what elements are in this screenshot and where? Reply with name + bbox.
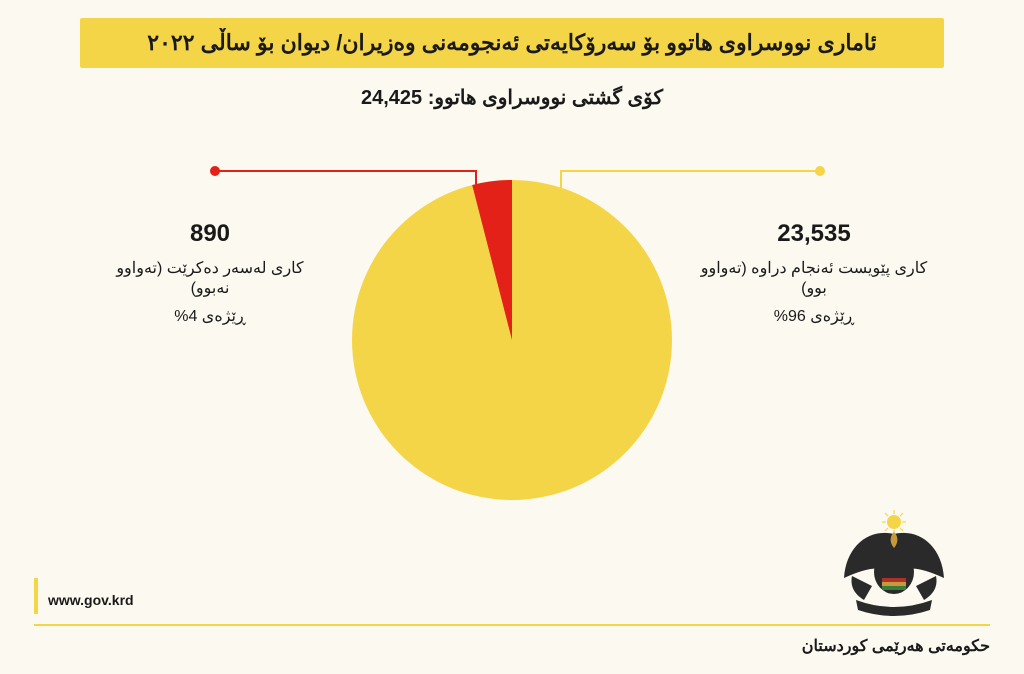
footer-divider bbox=[34, 624, 990, 626]
chart-area: 23,535 کاری پێویست ئەنجام دراوە (تەواوو … bbox=[0, 130, 1024, 550]
subtitle-value: 24,425 bbox=[361, 87, 422, 109]
subtitle-label: کۆی گشتی نووسراوی هاتوو: bbox=[428, 87, 663, 109]
pie-svg bbox=[352, 180, 672, 500]
label-pending-pct: ڕێژەی 4% bbox=[100, 306, 320, 326]
subtitle: کۆی گشتی نووسراوی هاتوو: 24,425 bbox=[0, 85, 1024, 110]
label-pending-desc: کاری لەسەر دەکرێت (تەواوو نەبوو) bbox=[100, 258, 320, 298]
emblem-svg bbox=[834, 508, 954, 618]
leader-dot-completed bbox=[815, 166, 825, 176]
label-pending: 890 کاری لەسەر دەکرێت (تەواوو نەبوو) ڕێژ… bbox=[100, 220, 320, 326]
leader-line-completed bbox=[560, 170, 820, 172]
label-completed-pct: ڕێژەی 96% bbox=[694, 306, 934, 326]
footer-accent-bar bbox=[34, 578, 38, 614]
leader-line-pending bbox=[215, 170, 477, 172]
footer-org: حکومەتی هەرێمی کوردستان bbox=[802, 636, 990, 656]
header-title: ئاماری نووسراوی هاتوو بۆ سەرۆکایەتی ئەنج… bbox=[147, 30, 876, 55]
header-title-bar: ئاماری نووسراوی هاتوو بۆ سەرۆکایەتی ئەنج… bbox=[80, 18, 944, 68]
website-url: www.gov.krd bbox=[48, 592, 134, 608]
label-completed-value: 23,535 bbox=[694, 220, 934, 248]
label-pending-value: 890 bbox=[100, 220, 320, 248]
label-completed: 23,535 کاری پێویست ئەنجام دراوە (تەواوو … bbox=[694, 220, 934, 326]
krg-emblem bbox=[834, 508, 954, 618]
leader-dot-pending bbox=[210, 166, 220, 176]
label-completed-desc: کاری پێویست ئەنجام دراوە (تەواوو بوو) bbox=[694, 258, 934, 298]
pie-chart bbox=[352, 180, 672, 500]
